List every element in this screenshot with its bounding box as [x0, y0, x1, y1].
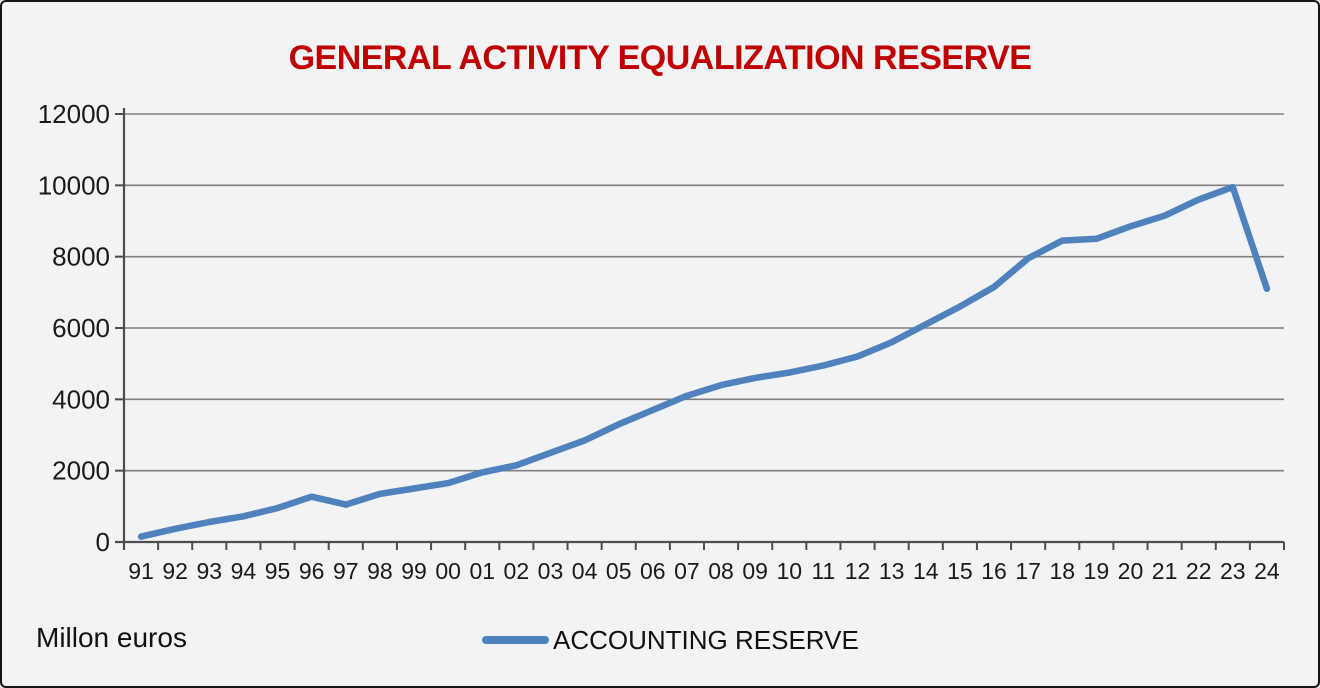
x-axis-label: 08 — [708, 558, 734, 584]
x-axis-label: 24 — [1254, 558, 1280, 584]
x-axis-label: 94 — [231, 558, 257, 584]
y-axis-label: 6000 — [52, 313, 110, 343]
x-axis-label: 98 — [367, 558, 393, 584]
x-axis-label: 91 — [128, 558, 154, 584]
x-axis-label: 04 — [572, 558, 598, 584]
y-axis-label: 10000 — [38, 170, 110, 200]
y-axis-label: 12000 — [38, 99, 110, 129]
x-axis-label: 22 — [1186, 558, 1212, 584]
units-label: Millon euros — [36, 622, 187, 653]
chart-title: GENERAL ACTIVITY EQUALIZATION RESERVE — [288, 39, 1032, 77]
x-axis-label: 14 — [913, 558, 939, 584]
y-axis-label: 2000 — [52, 456, 110, 486]
x-axis-label: 00 — [435, 558, 461, 584]
x-axis-label: 96 — [299, 558, 325, 584]
y-axis-label: 4000 — [52, 384, 110, 414]
x-axis-label: 07 — [674, 558, 700, 584]
x-axis-label: 99 — [401, 558, 427, 584]
legend: ACCOUNTING RESERVE — [482, 622, 859, 658]
x-axis-label: 02 — [504, 558, 530, 584]
legend-line-swatch — [482, 636, 549, 644]
x-axis-label: 10 — [776, 558, 802, 584]
x-axis-label: 93 — [196, 558, 222, 584]
x-axis-label: 11 — [811, 558, 835, 584]
x-axis-label: 92 — [162, 558, 188, 584]
x-axis-label: 01 — [469, 558, 495, 584]
x-axis-label: 03 — [538, 558, 564, 584]
x-axis-label: 12 — [845, 558, 871, 584]
x-axis-label: 17 — [1015, 558, 1041, 584]
x-axis-label: 05 — [606, 558, 632, 584]
x-axis-label: 09 — [742, 558, 768, 584]
legend-series-label: ACCOUNTING RESERVE — [553, 624, 859, 655]
y-axis-label: 0 — [96, 527, 110, 557]
x-axis-label: 19 — [1084, 558, 1110, 584]
x-axis-label: 16 — [981, 558, 1007, 584]
x-axis-label: 97 — [333, 558, 359, 584]
x-axis-label: 15 — [947, 558, 973, 584]
x-axis-label: 23 — [1220, 558, 1246, 584]
x-axis-label: 18 — [1049, 558, 1075, 584]
x-axis-label: 13 — [879, 558, 905, 584]
x-axis-label: 95 — [265, 558, 291, 584]
x-axis-label: 21 — [1152, 558, 1178, 584]
x-axis-label: 06 — [640, 558, 666, 584]
y-axis-label: 8000 — [52, 242, 110, 272]
x-axis-label: 20 — [1118, 558, 1144, 584]
series-line-accounting-reserve — [137, 183, 1271, 540]
